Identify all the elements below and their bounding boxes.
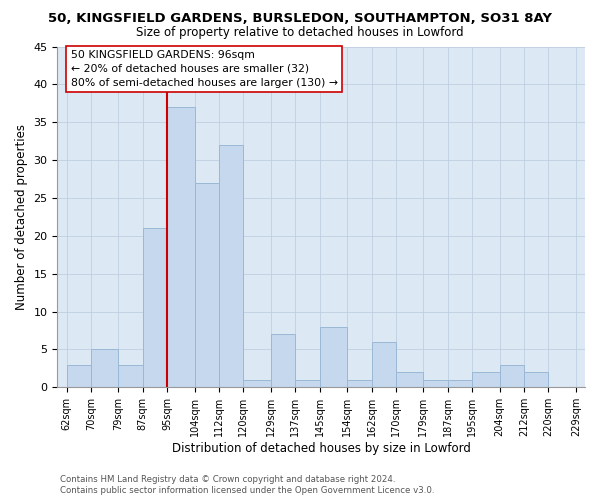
Bar: [500, 364, 524, 388]
Bar: [271, 334, 295, 388]
Bar: [347, 380, 371, 388]
Bar: [524, 372, 548, 388]
Bar: [472, 372, 500, 388]
Bar: [143, 228, 167, 388]
Bar: [396, 372, 424, 388]
Y-axis label: Number of detached properties: Number of detached properties: [15, 124, 28, 310]
Text: Size of property relative to detached houses in Lowford: Size of property relative to detached ho…: [136, 26, 464, 39]
Bar: [118, 364, 143, 388]
Text: Contains public sector information licensed under the Open Government Licence v3: Contains public sector information licen…: [60, 486, 434, 495]
Bar: [424, 380, 448, 388]
Text: 50 KINGSFIELD GARDENS: 96sqm
← 20% of detached houses are smaller (32)
80% of se: 50 KINGSFIELD GARDENS: 96sqm ← 20% of de…: [71, 50, 338, 88]
X-axis label: Distribution of detached houses by size in Lowford: Distribution of detached houses by size …: [172, 442, 470, 455]
Bar: [194, 183, 219, 388]
Bar: [295, 380, 320, 388]
Bar: [67, 364, 91, 388]
Bar: [320, 327, 347, 388]
Text: Contains HM Land Registry data © Crown copyright and database right 2024.: Contains HM Land Registry data © Crown c…: [60, 475, 395, 484]
Bar: [244, 380, 271, 388]
Text: 50, KINGSFIELD GARDENS, BURSLEDON, SOUTHAMPTON, SO31 8AY: 50, KINGSFIELD GARDENS, BURSLEDON, SOUTH…: [48, 12, 552, 26]
Bar: [91, 350, 118, 388]
Bar: [219, 145, 244, 388]
Bar: [167, 107, 194, 388]
Bar: [448, 380, 472, 388]
Bar: [371, 342, 396, 388]
